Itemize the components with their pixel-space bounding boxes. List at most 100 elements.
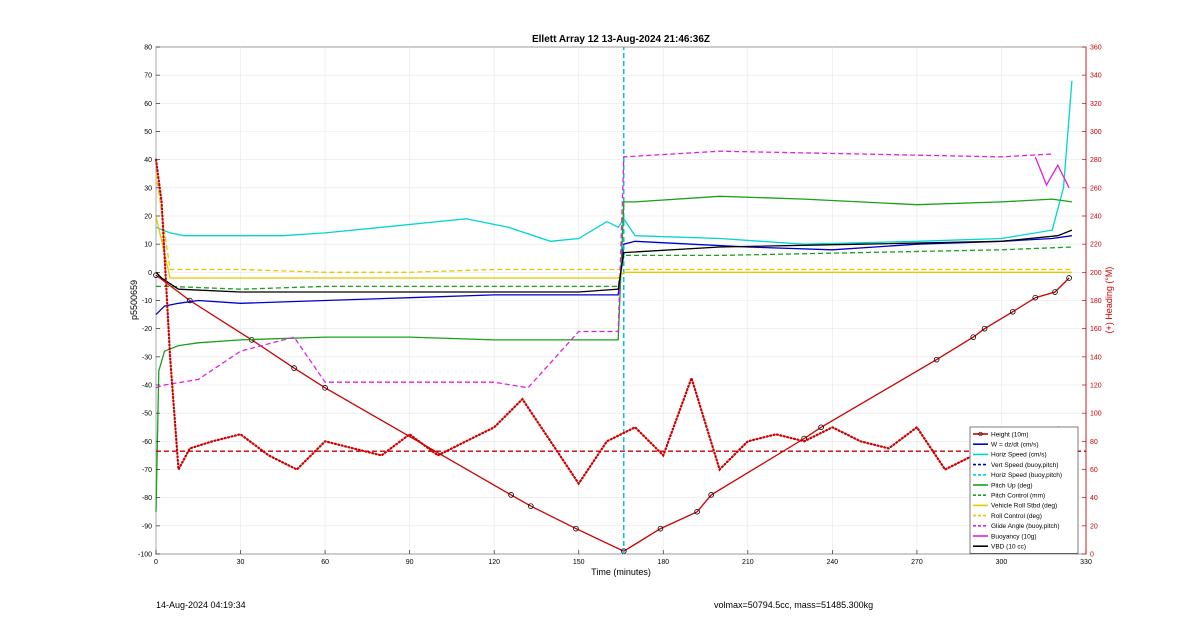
x-axis-label: Time (minutes) (591, 567, 651, 577)
legend-label: VBD (10 cc) (991, 544, 1026, 551)
height-marker (1066, 275, 1072, 281)
legend-label: Pitch Up (deg) (991, 482, 1033, 489)
x-tick-label: 300 (996, 559, 1008, 566)
y-right-tick-label: 300 (1090, 129, 1102, 136)
height-marker (508, 492, 514, 498)
height-marker (818, 424, 824, 431)
x-tick-label: 90 (406, 559, 414, 566)
legend-label: Horiz Speed (cm/s) (991, 452, 1047, 459)
x-tick-label: 240 (827, 559, 839, 566)
series-layer (153, 47, 1086, 554)
legend-label: Roll Control (deg) (991, 513, 1042, 520)
y-tick-label: 50 (144, 129, 152, 136)
y-right-tick-label: 220 (1090, 242, 1102, 249)
height-marker (657, 525, 664, 532)
y-tick-label: -10 (142, 298, 152, 305)
legend-marker (978, 431, 983, 437)
y-right-tick-label: 320 (1090, 101, 1102, 108)
height-marker (187, 297, 193, 304)
x-tick-label: 30 (237, 559, 245, 566)
legend-box (969, 426, 1079, 554)
y-tick-label: 80 (144, 45, 152, 52)
chart-title: Ellett Array 12 13-Aug-2024 21:46:36Z (532, 34, 710, 45)
x-tick-label: 120 (488, 559, 500, 566)
series-line-roll-control-deg (155, 173, 1072, 273)
legend-label: Pitch Control (mm) (991, 493, 1045, 500)
y-tick-label: -60 (142, 439, 152, 446)
series-line-w-dz-dt-cm-s (155, 235, 1072, 316)
x-tick-label: 270 (911, 559, 923, 566)
series-line-vbd-10-cc (155, 229, 1073, 293)
legend-label: W = dz/dt (cm/s) (991, 442, 1039, 449)
y-right-tick-label: 340 (1090, 73, 1102, 80)
series-line-pitch-up-deg (155, 195, 1072, 512)
height-marker (981, 325, 988, 332)
y-right-tick-label: 140 (1090, 354, 1102, 361)
axes: 0 30 60 90 120 150 180 210 240 270 300 330-100-90-8… (138, 45, 1102, 567)
height-marker (1009, 308, 1016, 315)
x-tick-label: 210 (742, 559, 754, 566)
y-right-tick-label: 40 (1090, 495, 1098, 502)
y-right-tick-label: 200 (1090, 270, 1102, 277)
y-tick-label: -100 (138, 552, 152, 559)
y-right-tick-label: 80 (1090, 439, 1098, 446)
y-tick-label: 0 (148, 270, 152, 277)
footer-timestamp: 14-Aug-2024 04:19:34 (156, 600, 246, 610)
y-right-tick-label: 260 (1090, 185, 1102, 192)
y-right-tick-label: 280 (1090, 157, 1102, 164)
y-axis-right-label: (+) Heading (°M) (1104, 267, 1114, 334)
height-marker (933, 356, 940, 363)
legend-label: Vert Speed (buoy,pitch) (991, 462, 1058, 469)
height-marker (1032, 294, 1039, 301)
y-right-tick-label: 0 (1090, 552, 1094, 559)
series-line-buoyancy-10g (1034, 156, 1070, 189)
y-tick-label: -80 (142, 495, 152, 502)
y-right-tick-label: 120 (1090, 383, 1102, 390)
x-tick-label: 150 (573, 559, 585, 566)
series-line-pitch-control-mm (156, 246, 1072, 290)
y-tick-label: -30 (142, 354, 152, 361)
y-tick-label: 20 (144, 214, 152, 221)
y-right-tick-label: 100 (1090, 411, 1102, 418)
legend-label: Buoyancy (10g) (991, 533, 1037, 540)
height-marker (970, 334, 977, 340)
footer-stats: volmax=50794.5cc, mass=51485.300kg (714, 600, 874, 610)
y-tick-label: 30 (144, 185, 152, 192)
legend-label: Horiz Speed (buoy,pitch) (991, 472, 1062, 479)
y-right-tick-label: 60 (1090, 467, 1098, 474)
y-tick-label: 10 (144, 242, 152, 249)
height-marker (322, 385, 328, 391)
series-line-glide-angle-buoy-pitch (155, 150, 1053, 389)
y-right-tick-label: 360 (1090, 45, 1102, 52)
height-marker (573, 525, 579, 532)
legend-label: Glide Angle (buoy,pitch) (991, 523, 1060, 530)
legend-label: Vehicle Roll Stbd (deg) (991, 503, 1057, 510)
y-tick-label: -20 (142, 326, 152, 333)
x-tick-label: 330 (1080, 559, 1092, 566)
y-right-tick-label: 160 (1090, 326, 1102, 333)
y-tick-label: 70 (144, 73, 152, 80)
height-marker (291, 365, 297, 371)
height-marker (528, 503, 534, 509)
height-marker (694, 508, 700, 515)
series-line-horiz-speed-cm-s (155, 80, 1073, 245)
y-right-tick-label: 240 (1090, 214, 1102, 221)
legend: Height (10m) W = dz/dt (cm/s) Horiz Speed … (969, 426, 1079, 554)
y-tick-label: -50 (142, 411, 152, 418)
y-tick-label: -90 (142, 523, 152, 530)
x-tick-label: 0 (154, 559, 158, 566)
height-marker (1052, 289, 1058, 295)
y-tick-label: 40 (144, 157, 152, 164)
y-tick-label: 60 (144, 101, 152, 108)
series-line-height-10m (155, 274, 1070, 552)
series-line-heading-points (154, 158, 1074, 486)
x-tick-label: 60 (321, 559, 329, 566)
legend-label: Height (10m) (991, 431, 1029, 438)
y-axis-label: p5500659 (129, 280, 139, 320)
y-right-tick-label: 20 (1090, 523, 1098, 530)
y-tick-label: -70 (142, 467, 152, 474)
x-tick-label: 180 (657, 559, 669, 566)
height-marker (708, 492, 714, 498)
y-right-tick-label: 180 (1090, 298, 1102, 305)
